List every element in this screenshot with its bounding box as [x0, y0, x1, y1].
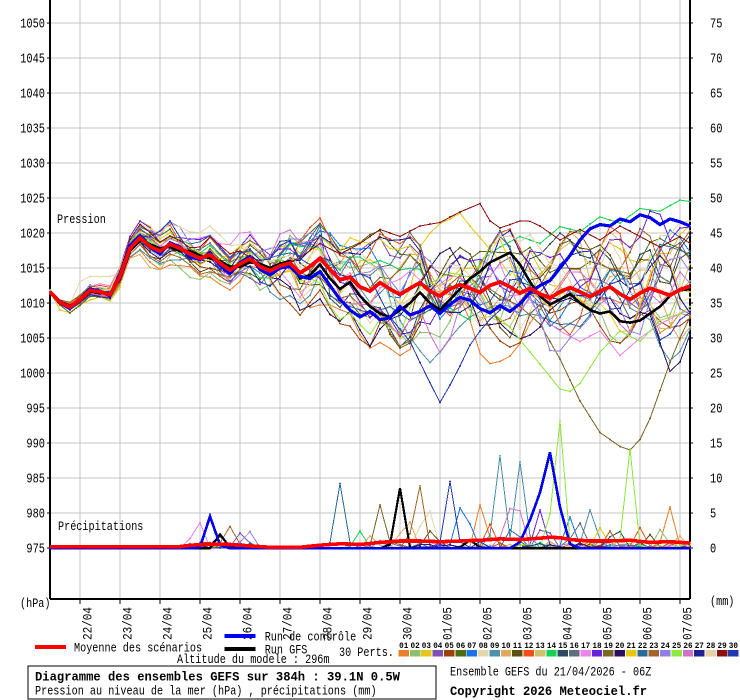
svg-text:Ensemble GEFS du 21/04/2026 -: Ensemble GEFS du 21/04/2026 - 06Z [450, 665, 651, 680]
svg-text:985: 985 [26, 473, 45, 488]
svg-text:990: 990 [26, 438, 45, 453]
svg-text:07/05: 07/05 [682, 607, 696, 640]
svg-text:22: 22 [638, 641, 647, 651]
svg-text:02/05: 02/05 [482, 607, 496, 640]
svg-text:27: 27 [695, 641, 704, 651]
svg-text:Pression: Pression [57, 212, 106, 227]
svg-text:30/04: 30/04 [402, 607, 416, 640]
svg-text:08: 08 [479, 641, 488, 651]
svg-text:30: 30 [710, 333, 722, 348]
svg-text:25: 25 [710, 368, 722, 383]
svg-text:30: 30 [729, 641, 738, 651]
svg-text:35: 35 [710, 298, 722, 313]
svg-text:13: 13 [536, 641, 545, 651]
svg-text:04/05: 04/05 [562, 607, 576, 640]
svg-text:1035: 1035 [20, 123, 45, 138]
svg-text:70: 70 [710, 53, 722, 68]
svg-text:03/05: 03/05 [522, 607, 536, 640]
svg-text:1000: 1000 [20, 368, 45, 383]
svg-text:980: 980 [26, 508, 45, 523]
svg-text:11: 11 [513, 641, 522, 651]
svg-text:1010: 1010 [20, 298, 45, 313]
svg-text:1025: 1025 [20, 193, 45, 208]
svg-text:29/04: 29/04 [362, 607, 376, 640]
svg-text:02: 02 [411, 641, 420, 651]
svg-text:01/05: 01/05 [442, 607, 456, 640]
svg-text:75: 75 [710, 18, 722, 33]
svg-text:16: 16 [570, 641, 579, 651]
svg-text:23/04: 23/04 [122, 607, 136, 640]
svg-text:1040: 1040 [20, 88, 45, 103]
svg-text:Précipitations: Précipitations [58, 519, 143, 534]
svg-text:05: 05 [445, 641, 454, 651]
svg-text:05/05: 05/05 [602, 607, 616, 640]
svg-text:21: 21 [627, 641, 636, 651]
svg-text:03: 03 [422, 641, 431, 651]
svg-text:(mm): (mm) [710, 594, 734, 609]
svg-text:55: 55 [710, 158, 722, 173]
svg-text:Copyright 2026 Meteociel.fr: Copyright 2026 Meteociel.fr [450, 684, 647, 699]
svg-text:26/04: 26/04 [242, 607, 256, 640]
svg-text:Diagramme des ensembles GEFS s: Diagramme des ensembles GEFS sur 384h : … [35, 670, 400, 685]
svg-text:10: 10 [501, 641, 510, 651]
svg-text:17: 17 [581, 641, 590, 651]
svg-text:14: 14 [547, 641, 556, 651]
svg-text:1005: 1005 [20, 333, 45, 348]
svg-text:26: 26 [683, 641, 692, 651]
svg-text:06/05: 06/05 [642, 607, 656, 640]
svg-text:07: 07 [467, 641, 476, 651]
svg-text:Pression au niveau de la mer (: Pression au niveau de la mer (hPa) , pré… [35, 685, 377, 699]
svg-text:0: 0 [710, 543, 716, 558]
svg-text:Run GFS: Run GFS [265, 643, 308, 658]
svg-text:24: 24 [661, 641, 670, 651]
svg-text:15: 15 [710, 438, 722, 453]
svg-text:1020: 1020 [20, 228, 45, 243]
svg-text:975: 975 [26, 543, 45, 558]
svg-text:29: 29 [718, 641, 727, 651]
svg-text:23: 23 [649, 641, 658, 651]
svg-text:1050: 1050 [20, 18, 45, 33]
svg-text:45: 45 [710, 228, 722, 243]
svg-text:20: 20 [710, 403, 722, 418]
svg-text:10: 10 [710, 473, 722, 488]
svg-text:995: 995 [26, 403, 45, 418]
svg-text:28/04: 28/04 [322, 607, 336, 640]
svg-text:19: 19 [604, 641, 613, 651]
svg-text:22/04: 22/04 [82, 607, 96, 640]
svg-text:28: 28 [706, 641, 715, 651]
svg-text:01: 01 [399, 641, 408, 651]
svg-text:09: 09 [490, 641, 499, 651]
svg-text:50: 50 [710, 193, 722, 208]
svg-text:12: 12 [524, 641, 533, 651]
svg-text:25: 25 [672, 641, 681, 651]
svg-text:04: 04 [433, 641, 442, 651]
svg-text:Moyenne des scénarios: Moyenne des scénarios [74, 641, 202, 656]
svg-text:1030: 1030 [20, 158, 45, 173]
svg-text:24/04: 24/04 [162, 607, 176, 640]
svg-text:Altitude du modele : 296m: Altitude du modele : 296m [177, 652, 330, 667]
svg-text:1015: 1015 [20, 263, 45, 278]
svg-text:27/04: 27/04 [282, 607, 296, 640]
svg-text:40: 40 [710, 263, 722, 278]
svg-text:20: 20 [615, 641, 624, 651]
svg-text:06: 06 [456, 641, 465, 651]
svg-text:25/04: 25/04 [202, 607, 216, 640]
svg-text:65: 65 [710, 88, 722, 103]
svg-text:Run de contrôle: Run de contrôle [265, 630, 357, 645]
svg-text:30 Perts.: 30 Perts. [339, 645, 394, 660]
svg-text:60: 60 [710, 123, 722, 138]
svg-text:5: 5 [710, 508, 716, 523]
svg-text:(hPa): (hPa) [20, 596, 51, 611]
svg-text:15: 15 [558, 641, 567, 651]
svg-text:18: 18 [592, 641, 601, 651]
svg-text:1045: 1045 [20, 53, 45, 68]
